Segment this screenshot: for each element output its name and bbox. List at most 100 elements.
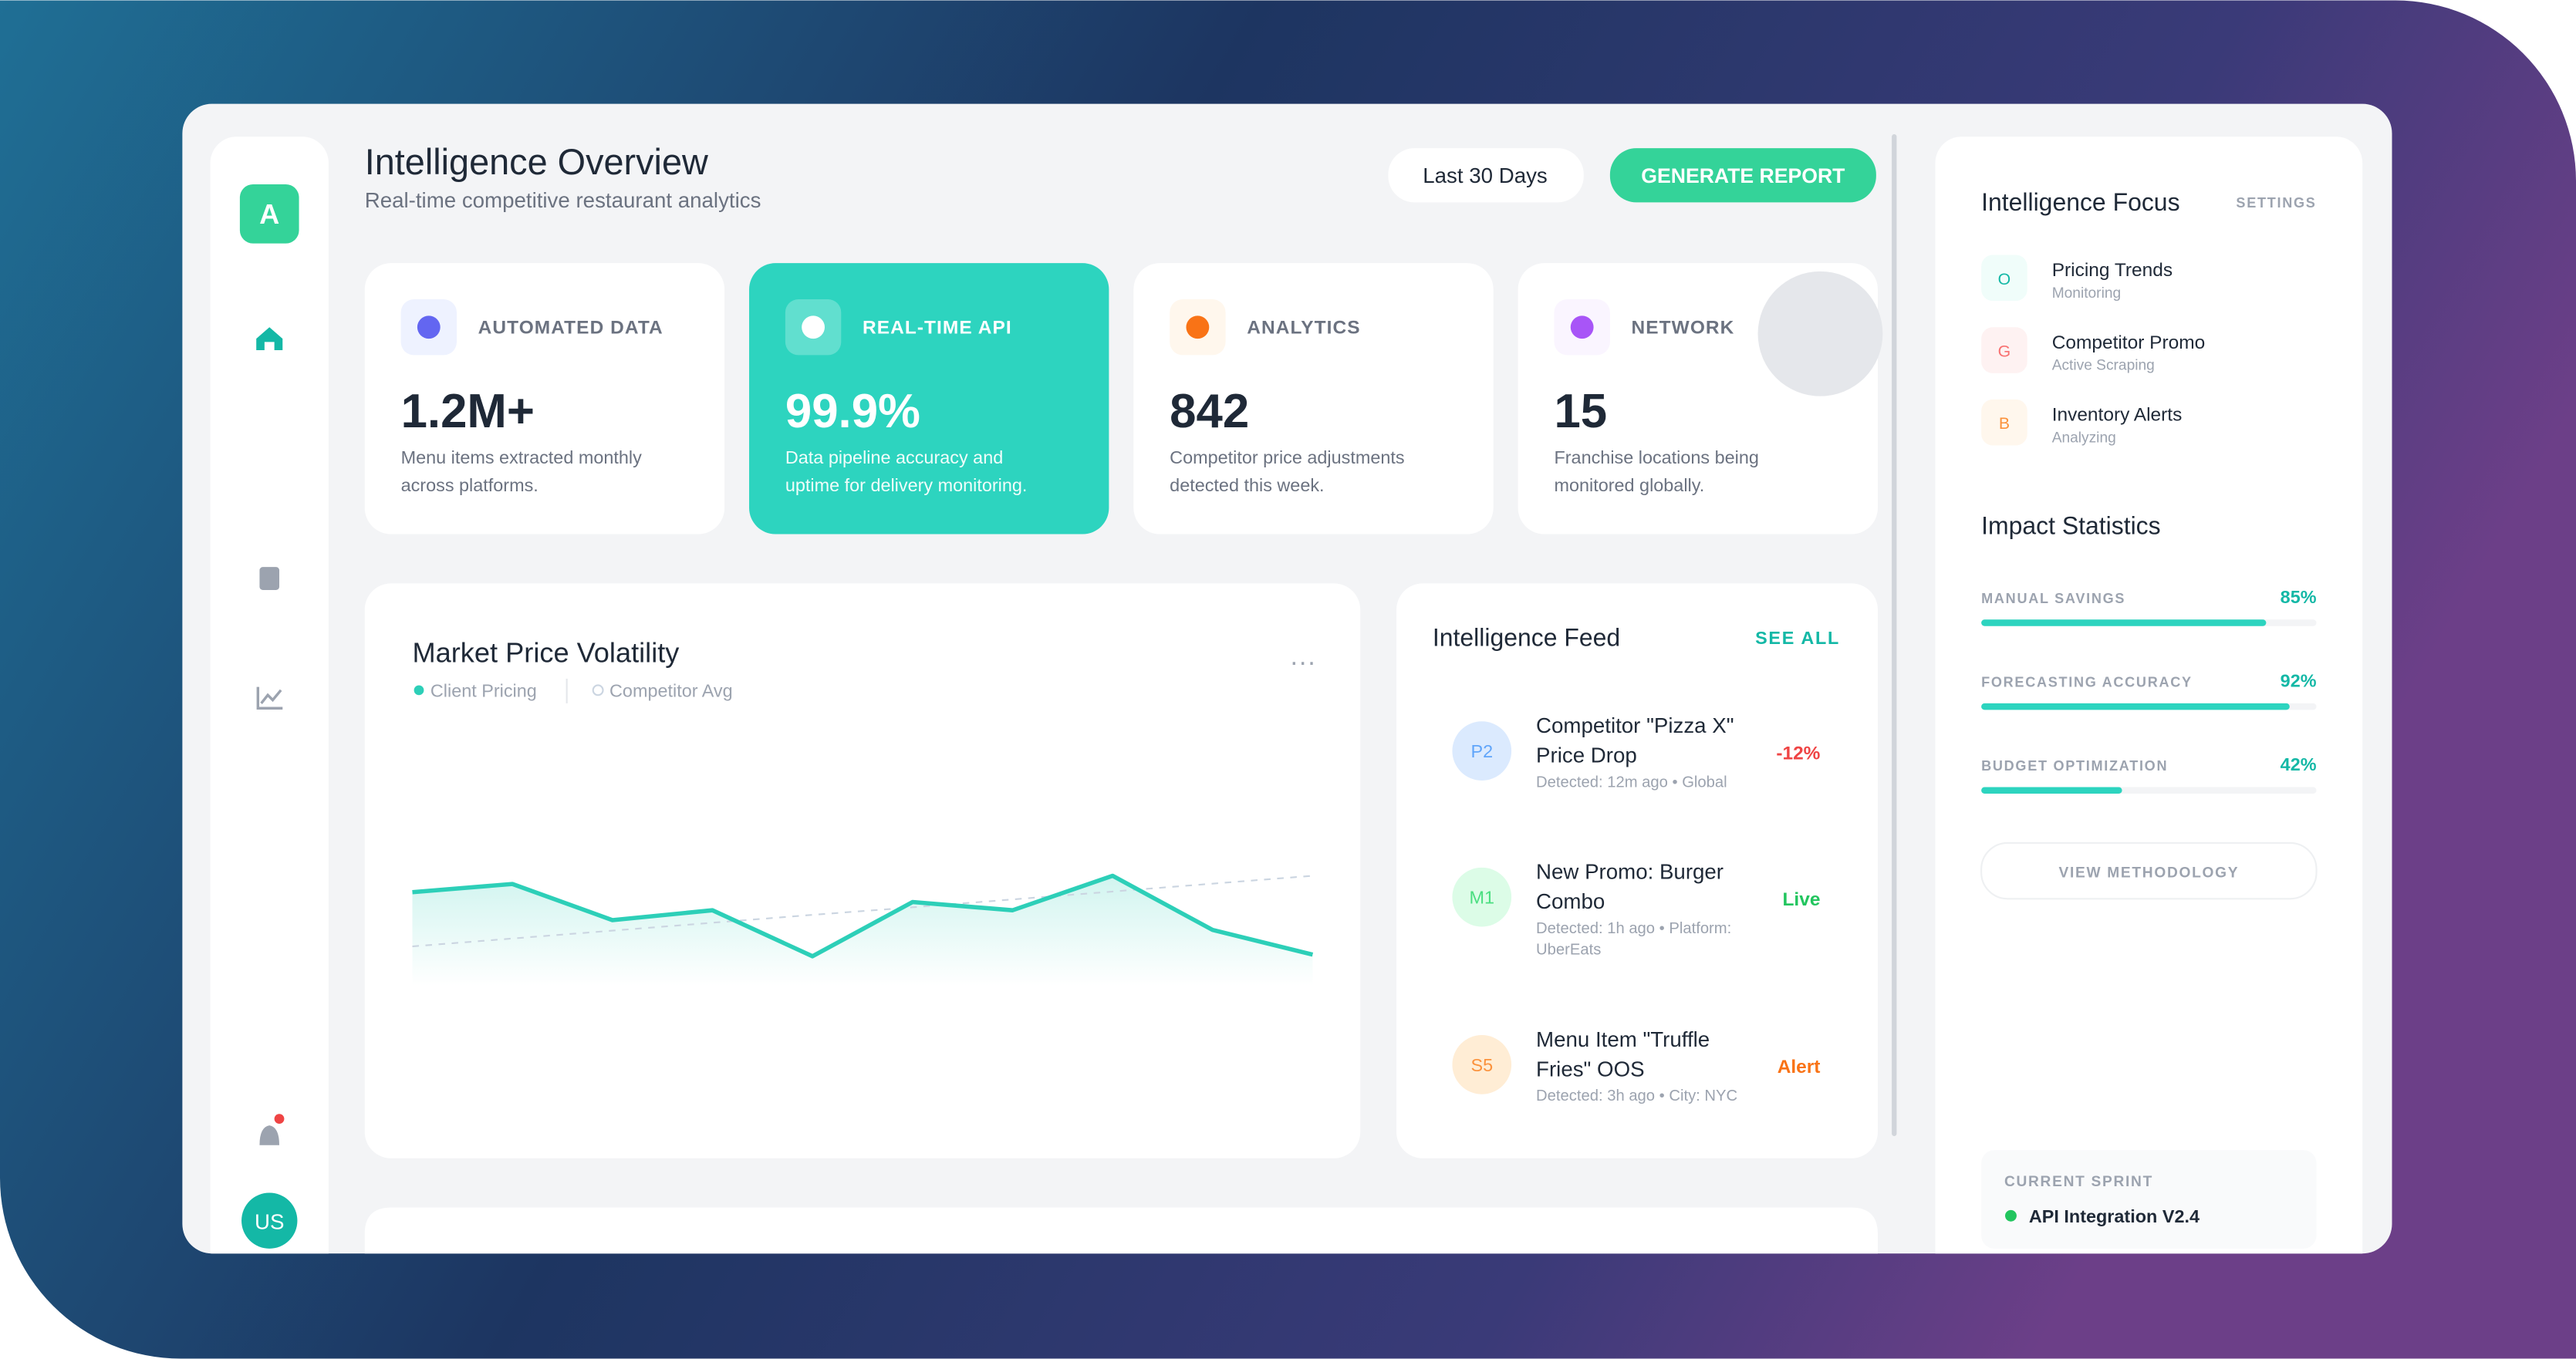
avatar-text: US: [255, 1209, 284, 1233]
feed-item-title: New Promo: Burger: [1536, 860, 1724, 884]
logo[interactable]: [239, 184, 299, 244]
focus-badge: [1981, 255, 2027, 302]
methodology-text: VIEW METHODOLOGY: [2058, 865, 2239, 882]
see-all-link[interactable]: SEE ALL: [1755, 628, 1840, 648]
focus-badge: [1981, 327, 2027, 373]
lower-card: [364, 1207, 1878, 1254]
legend-label: Competitor Avg: [609, 680, 733, 700]
focus-badge-text: O: [1998, 270, 2011, 288]
legend-label: Client Pricing: [430, 680, 537, 700]
feed-item-title: Competitor "Pizza X": [1536, 713, 1734, 737]
kpi-value: 842: [1170, 385, 1249, 438]
focus-name: Inventory Alerts: [2052, 405, 2183, 426]
feed-list: P2 Competitor "Pizza X" Price Drop Detected…: [1452, 713, 1821, 1104]
date-range-text: Last 30 Days: [1423, 164, 1548, 187]
kpi-card: [749, 263, 1109, 534]
sprint-box: [1981, 1150, 2317, 1249]
home-icon[interactable]: [256, 327, 283, 351]
more-menu[interactable]: ···: [1290, 647, 1316, 676]
focus-status: Monitoring: [2052, 285, 2121, 302]
feed-item-title: Price Drop: [1536, 744, 1637, 767]
progress-bar: [1981, 619, 2267, 626]
avatar[interactable]: [241, 1192, 298, 1249]
feed-badge: [1452, 867, 1512, 927]
kpi-description: uptime for delivery monitoring.: [785, 475, 1028, 495]
sprint-label: CURRENT SPRINT: [2004, 1174, 2153, 1190]
competitor-line: [412, 875, 1313, 948]
sidebar: [210, 137, 329, 1254]
kpi-description: across platforms.: [401, 475, 538, 495]
focus-name: Pricing Trends: [2052, 260, 2173, 281]
kpi-value: 99.9%: [785, 385, 920, 438]
feed-item-title: Fries" OOS: [1536, 1057, 1645, 1081]
impact-label: MANUAL SAVINGS: [1981, 591, 2125, 606]
focus-badge: [1981, 399, 2027, 446]
impact-value-label: 42%: [2281, 754, 2317, 774]
feed-item-title: Combo: [1536, 889, 1605, 913]
kpi-label: NETWORK: [1632, 318, 1735, 339]
focus-status: Analyzing: [2052, 430, 2116, 446]
feed-card: [1396, 583, 1878, 1158]
kpi-icon-glyph: [802, 315, 825, 339]
kpi-value: 15: [1554, 385, 1607, 438]
page-subtitle: Real-time competitive restaurant analyti…: [365, 188, 761, 212]
globe-decoration: [1757, 271, 1883, 396]
focus-name: Competitor Promo: [2052, 332, 2206, 353]
impact-label: FORECASTING ACCURACY: [1981, 675, 2193, 690]
feed-badge-text: S5: [1470, 1055, 1493, 1075]
kpi-value: 1.2M+: [401, 385, 535, 438]
focus-badge-text: B: [1999, 414, 2010, 433]
impact-label: BUDGET OPTIMIZATION: [1981, 758, 2168, 774]
feed-badge: [1452, 721, 1512, 781]
kpi-icon-glyph: [1186, 315, 1210, 339]
kpi-description: Menu items extracted monthly: [401, 447, 643, 467]
progress-bar: [1981, 787, 2122, 794]
focus-title: Intelligence Focus: [1981, 188, 2179, 216]
methodology-button[interactable]: [1980, 841, 2318, 900]
book-icon[interactable]: [259, 567, 280, 590]
feed-item-status: Live: [1782, 889, 1820, 910]
feed-item-meta: Detected: 12m ago • Global: [1536, 774, 1727, 791]
notification-dot: [274, 1114, 285, 1125]
focus-status: Active Scraping: [2052, 358, 2155, 374]
bell-icon[interactable]: [259, 1125, 280, 1145]
impact-value-label: 85%: [2281, 587, 2317, 607]
client-line: [412, 873, 1314, 959]
kpi-label: AUTOMATED DATA: [478, 318, 663, 339]
kpi-label: REAL-TIME API: [863, 318, 1012, 339]
button-text: GENERATE REPORT: [1641, 164, 1845, 187]
feed-badge-text: M1: [1470, 888, 1495, 908]
page-title: Intelligence Overview: [365, 142, 708, 182]
date-range[interactable]: [1388, 148, 1584, 203]
focus-list: O Pricing Trends Monitoring G Competitor Pro…: [1981, 255, 2206, 446]
kpi-description: monitored globally.: [1554, 475, 1704, 495]
settings-link[interactable]: SETTINGS: [2236, 195, 2316, 211]
focus-badge-text: G: [1998, 342, 2011, 361]
feed-badge-text: P2: [1470, 741, 1493, 761]
generate-report-button[interactable]: [1609, 148, 1876, 203]
sprint-name: API Integration V2.4: [2029, 1206, 2200, 1226]
sprint-dot: [2005, 1209, 2017, 1222]
legend-swatch: [592, 684, 604, 696]
right-panel: [1935, 137, 2363, 1254]
kpi-description: Franchise locations being: [1554, 447, 1758, 467]
legend-swatch: [414, 685, 424, 696]
chart-title: Market Price Volatility: [412, 637, 680, 669]
impact-title: Impact Statistics: [1981, 512, 2160, 540]
impact-list: MANUAL SAVINGS 85% FORECASTING ACCURACY 92%…: [1981, 587, 2317, 794]
progress-bar: [1981, 703, 2290, 710]
feed-item-status: Alert: [1778, 1057, 1821, 1077]
logo-text: A: [259, 198, 279, 230]
plot: [412, 873, 1314, 986]
chart-icon[interactable]: [256, 686, 283, 710]
kpi-icon-glyph: [417, 315, 441, 339]
kpi-cards: AUTOMATED DATA 1.2M+ Menu items extracted …: [364, 263, 1883, 534]
kpi-description: detected this week.: [1170, 475, 1324, 495]
kpi-icon-glyph: [1570, 315, 1594, 339]
feed-item-meta: Detected: 1h ago • Platform:: [1536, 920, 1731, 937]
feed-title: Intelligence Feed: [1433, 623, 1620, 651]
chart-card: [364, 583, 1361, 1158]
feed-badge: [1452, 1035, 1512, 1094]
